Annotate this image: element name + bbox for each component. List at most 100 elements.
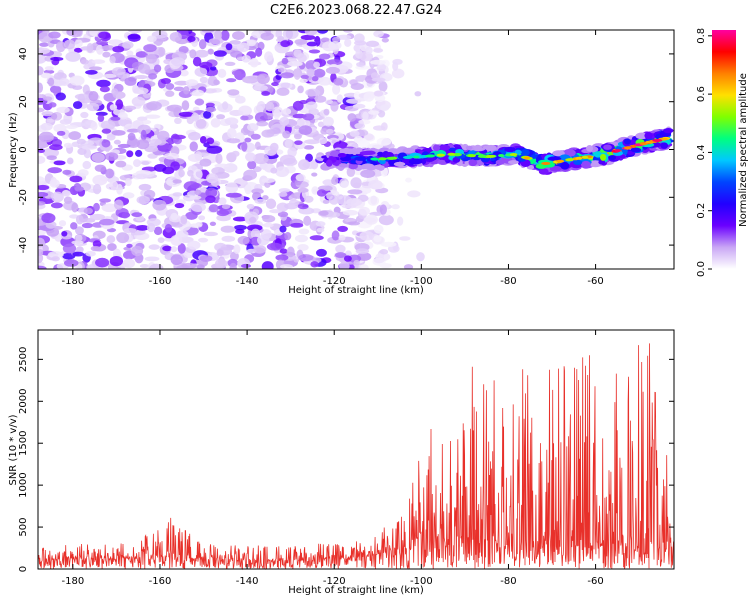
spectrogram-cell (106, 134, 116, 141)
spectrogram-cell (178, 169, 185, 178)
spectrogram-cell (229, 262, 237, 269)
spectrogram-cell (377, 109, 386, 118)
spectrogram-cell (170, 234, 183, 246)
spectrogram-cell (102, 44, 114, 51)
spectrogram-cell (88, 90, 99, 102)
snr-x-ticks: -180 -160 -140 -120 -100 -80 -60 (61, 330, 604, 587)
spectrogram-cell (181, 262, 197, 269)
spectrogram-cell (303, 215, 312, 226)
spectrogram-cell (504, 146, 517, 153)
spectrogram-cell (514, 149, 522, 155)
spectrogram-cell (216, 209, 230, 217)
spectrogram-cell (92, 183, 102, 195)
spectrogram-cell (365, 46, 373, 55)
spectrogram-cell (38, 248, 44, 257)
spectrogram-cell (414, 91, 422, 97)
spectrogram-cell (91, 59, 106, 64)
spectrogram-cell (280, 264, 293, 269)
spectrogram-cell (346, 167, 356, 178)
spectrogram-cell (174, 202, 185, 209)
spectrogram-cell (547, 156, 562, 161)
spectrogram-cell (380, 241, 397, 248)
spectrogram-cell (123, 105, 137, 111)
spectrogram-cell (92, 240, 102, 248)
spectrogram-cell (603, 144, 612, 150)
snr-y-label: SNR (10 * v/v) (8, 414, 19, 485)
snr-x-tick-label: -60 (587, 576, 603, 587)
spectrogram-cell (270, 167, 278, 174)
spectrogram-cell (72, 251, 85, 257)
spectrogram-cell (157, 130, 170, 141)
spectrogram-peak-cell (541, 161, 551, 165)
spectrogram-cell (393, 161, 406, 167)
spectrogram-cell (336, 94, 343, 103)
spectrogram-cell (214, 163, 230, 168)
spectrogram-cell (257, 100, 266, 111)
spectrogram-cell (233, 224, 247, 231)
snr-x-tick-label: -120 (323, 576, 346, 587)
spectrogram-cell (573, 159, 583, 166)
spectrogram-y-label: Frequency (Hz) (8, 112, 19, 188)
spectrogram-cell (64, 39, 76, 50)
spectrogram-cell (109, 104, 118, 111)
spectrogram-cell (153, 163, 167, 172)
colorbar-ticks: 0.0 0.2 0.4 0.6 0.8 (696, 28, 712, 277)
spectrogram-cell (104, 152, 119, 161)
spectrogram-cell (77, 98, 94, 103)
spectrogram-cell (319, 210, 329, 216)
spectrogram-cell (75, 214, 84, 225)
spectrogram-cell (305, 101, 318, 111)
spectrogram-peak-cell (378, 157, 387, 161)
spectrogram-cell (63, 196, 73, 204)
spectrogram-cell (311, 172, 318, 177)
spectrogram-cell (101, 128, 112, 134)
spectrogram-cell (220, 30, 230, 41)
spectrogram-cell (56, 130, 66, 136)
spectrogram-cell (226, 78, 237, 83)
spectrogram-peak-cell (498, 154, 505, 158)
spectrogram-cell (81, 222, 94, 229)
spectrogram-cell (338, 163, 348, 168)
spectrogram-cell (51, 112, 58, 120)
spectrogram-cell (275, 74, 282, 80)
spectrogram-cell (40, 72, 52, 79)
spectrogram-cell (256, 73, 270, 85)
spectrogram-y-tick-label: 0 (18, 146, 29, 152)
spectrogram-cell (397, 216, 404, 226)
spectrogram-cell (254, 112, 268, 123)
spectrogram-y-tick-label: -20 (18, 189, 29, 205)
spectrogram-cell (135, 51, 148, 58)
spectrogram-cell (337, 153, 347, 158)
snr-y-tick-label: 0 (18, 566, 29, 572)
spectrogram-x-tick-label: -140 (236, 276, 259, 287)
spectrogram-cell (232, 31, 245, 40)
spectrogram-cell (216, 114, 226, 120)
spectrogram-cell (243, 169, 258, 180)
spectrogram-cell (38, 47, 51, 55)
spectrogram-cell (77, 169, 89, 177)
snr-y-tick-label: 2500 (18, 347, 29, 372)
spectrogram-cell (49, 179, 60, 188)
spectrogram-cell (198, 215, 206, 221)
spectrogram-cell (380, 122, 388, 131)
spectrogram-cell (586, 145, 594, 152)
spectrogram-cell (277, 211, 289, 218)
spectrogram-cell (199, 255, 213, 262)
spectrogram-cell (338, 261, 350, 269)
spectrogram-cell (316, 227, 325, 233)
spectrogram-peak-cell (447, 152, 456, 156)
spectrogram-cell (74, 47, 83, 53)
spectrogram-cell (337, 225, 348, 233)
spectrogram-cell (122, 192, 135, 199)
spectrogram-cell (126, 128, 141, 133)
spectrogram-cell (328, 41, 342, 50)
spectrogram-cell (241, 141, 248, 152)
spectrogram-cell (205, 195, 216, 204)
spectrogram-cell (214, 258, 227, 269)
colorbar-tick-label: 0.8 (696, 28, 707, 44)
spectrogram-peak-cell (639, 142, 648, 146)
spectrogram-cell (392, 61, 399, 71)
spectrogram-cell (367, 143, 384, 150)
spectrogram-cell (69, 175, 83, 183)
spectrogram-cell (210, 118, 221, 128)
